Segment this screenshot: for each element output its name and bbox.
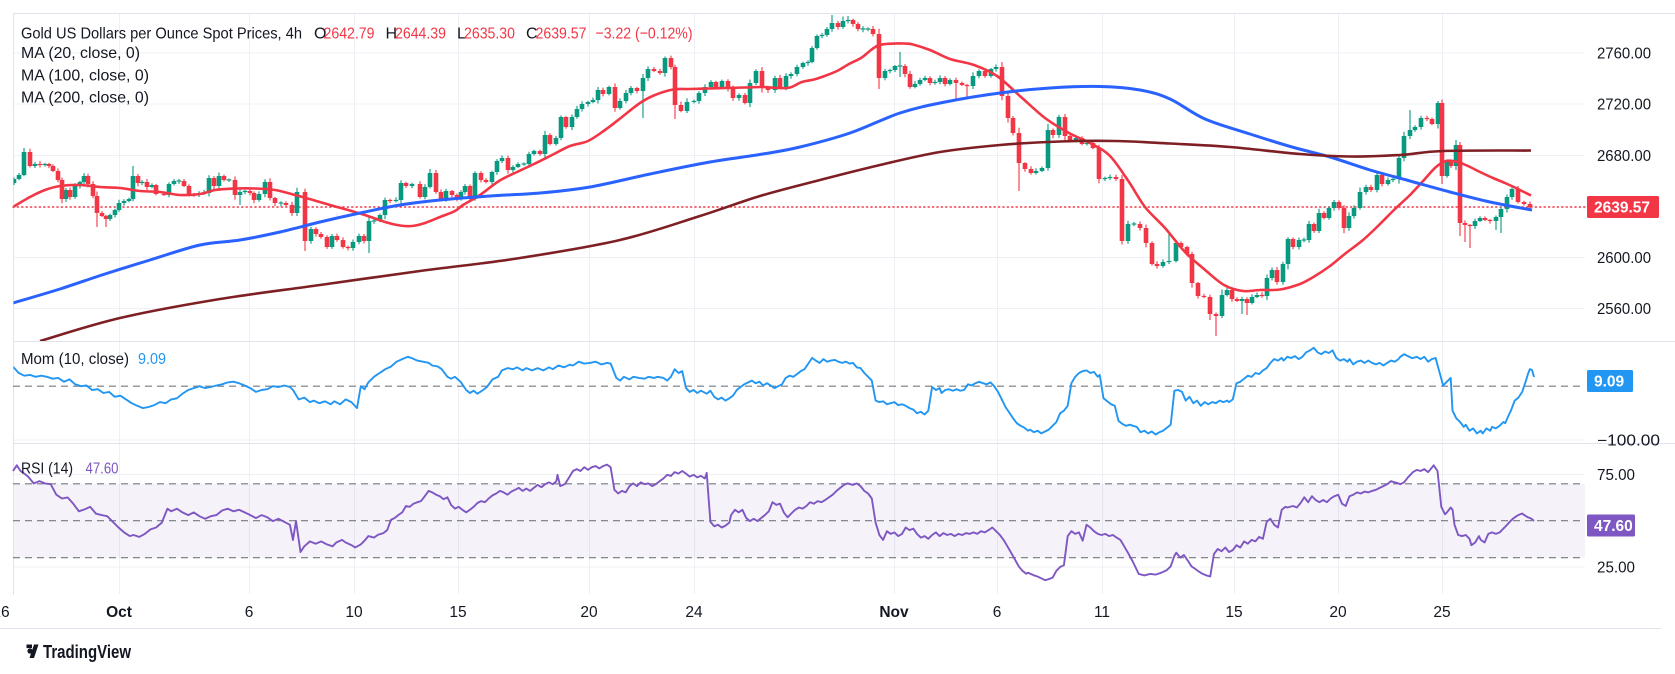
- svg-text:25: 25: [1433, 604, 1450, 621]
- svg-text:25.00: 25.00: [1597, 560, 1635, 577]
- svg-text:2635.30: 2635.30: [464, 26, 515, 43]
- svg-text:9.09: 9.09: [138, 351, 166, 368]
- svg-text:H: H: [386, 26, 398, 43]
- svg-text:2600.00: 2600.00: [1597, 250, 1651, 267]
- svg-text:MA (200, close, 0): MA (200, close, 0): [21, 90, 149, 107]
- svg-text:−3.22 (−0.12%): −3.22 (−0.12%): [596, 26, 693, 43]
- svg-text:Gold US Dollars per Ounce Spot: Gold US Dollars per Ounce Spot Prices, 4…: [21, 26, 302, 43]
- svg-text:2560.00: 2560.00: [1597, 301, 1651, 318]
- svg-text:MA (20, close, 0): MA (20, close, 0): [21, 45, 140, 62]
- svg-text:−100.00: −100.00: [1597, 433, 1660, 450]
- svg-text:26: 26: [0, 604, 10, 621]
- svg-text:47.60: 47.60: [1594, 518, 1633, 535]
- svg-text:9.09: 9.09: [1594, 374, 1625, 391]
- svg-text:24: 24: [685, 604, 703, 621]
- svg-text:L: L: [457, 26, 466, 43]
- svg-text:Nov: Nov: [879, 604, 909, 621]
- svg-text:2639.57: 2639.57: [536, 26, 587, 43]
- svg-text:11: 11: [1094, 604, 1110, 621]
- svg-text:2720.00: 2720.00: [1597, 97, 1651, 114]
- svg-text:15: 15: [1225, 604, 1242, 621]
- svg-text:20: 20: [580, 604, 598, 621]
- svg-text:O: O: [314, 26, 326, 43]
- svg-text:Mom (10, close): Mom (10, close): [21, 351, 129, 368]
- svg-text:6: 6: [993, 604, 1002, 621]
- svg-text:TradingView: TradingView: [43, 641, 131, 662]
- svg-text:15: 15: [449, 604, 466, 621]
- svg-text:20: 20: [1329, 604, 1347, 621]
- svg-text:Oct: Oct: [106, 604, 132, 621]
- svg-text:75.00: 75.00: [1597, 467, 1635, 484]
- svg-text:MA (100, close, 0): MA (100, close, 0): [21, 68, 149, 85]
- svg-text:2680.00: 2680.00: [1597, 148, 1651, 165]
- svg-text:2760.00: 2760.00: [1597, 46, 1651, 63]
- svg-text:RSI (14): RSI (14): [21, 461, 73, 478]
- svg-text:10: 10: [345, 604, 363, 621]
- svg-text:47.60: 47.60: [86, 461, 119, 478]
- svg-text:6: 6: [245, 604, 254, 621]
- svg-text:2644.39: 2644.39: [395, 26, 446, 43]
- svg-text:2639.57: 2639.57: [1594, 200, 1650, 217]
- svg-text:C: C: [526, 26, 538, 43]
- svg-text:2642.79: 2642.79: [324, 26, 375, 43]
